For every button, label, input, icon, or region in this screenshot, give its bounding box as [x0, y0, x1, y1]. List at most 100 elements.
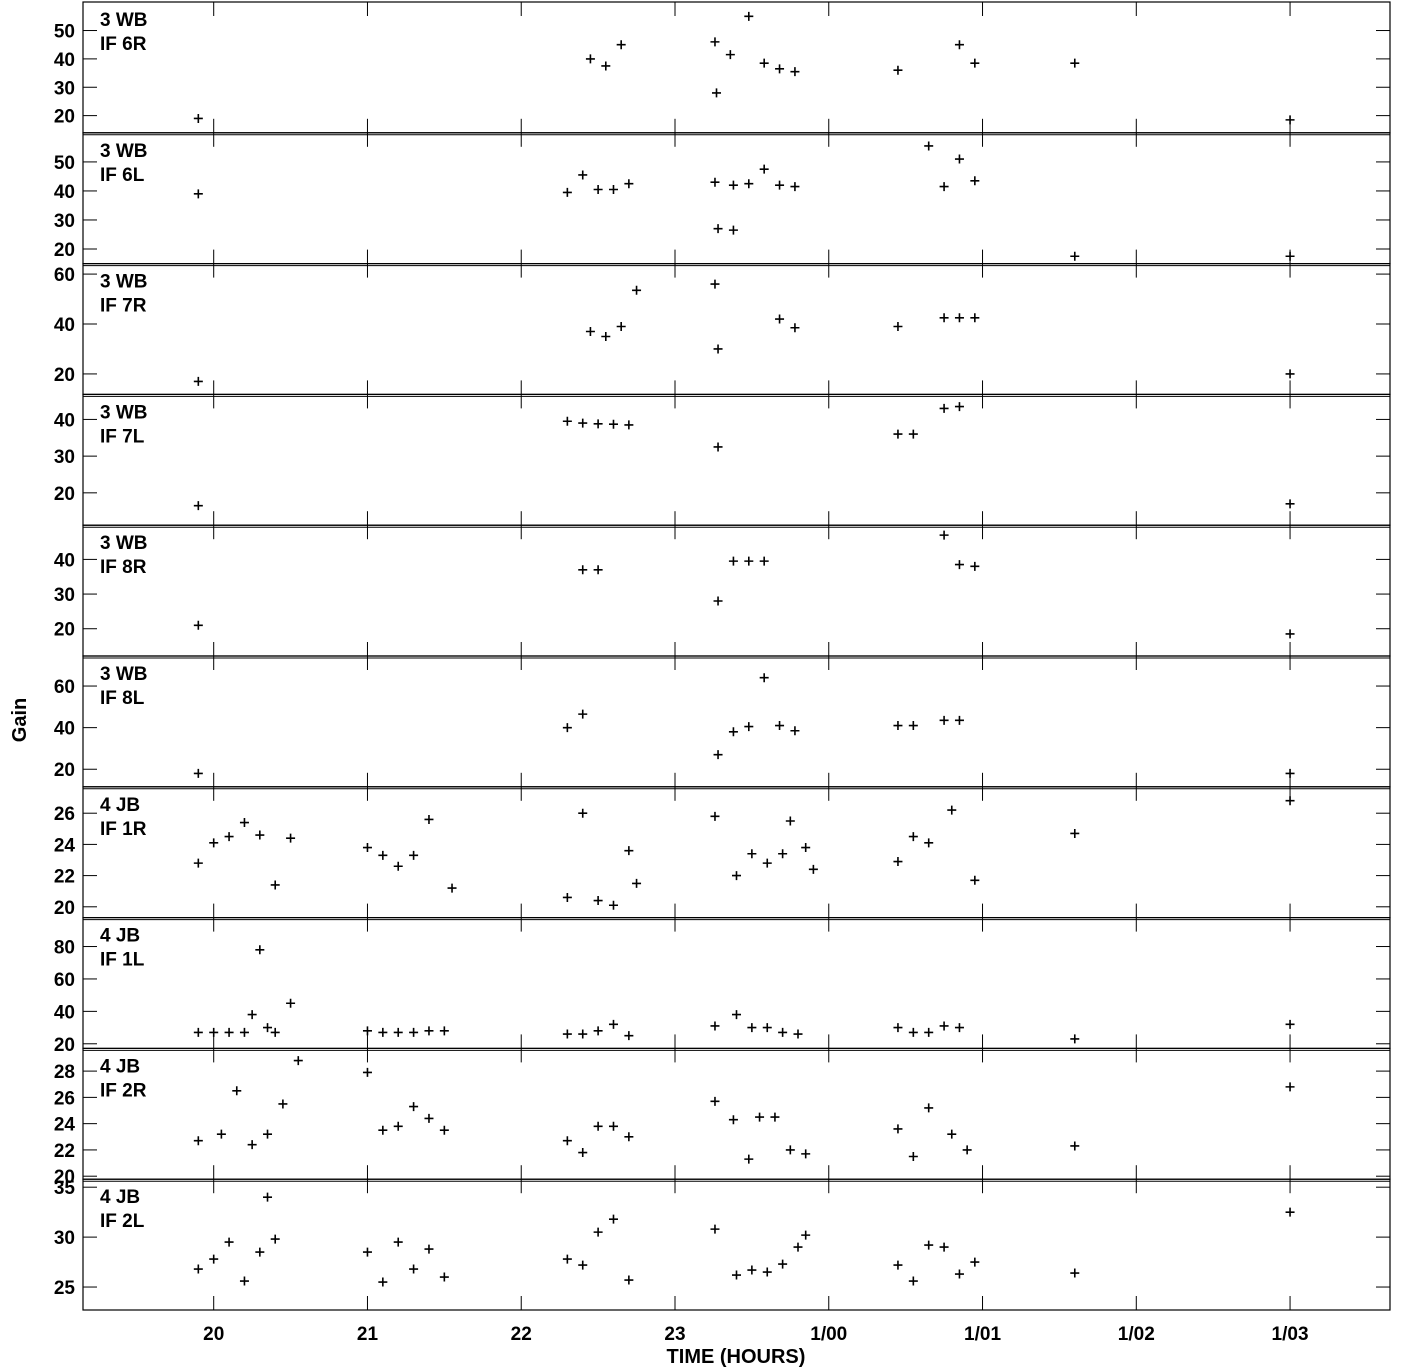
- data-point: [728, 180, 738, 190]
- data-point: [193, 501, 203, 511]
- data-point: [593, 1121, 603, 1131]
- data-point: [624, 1132, 634, 1142]
- data-point: [624, 420, 634, 430]
- panel-label-if: IF 1R: [100, 819, 147, 840]
- data-point: [1285, 369, 1295, 379]
- data-point: [744, 11, 754, 21]
- data-point: [770, 1112, 780, 1122]
- panel-label-station: 3 WB: [100, 272, 148, 293]
- y-tick-label: 60: [54, 677, 75, 698]
- data-point: [562, 416, 572, 426]
- data-point: [608, 184, 618, 194]
- data-point: [447, 883, 457, 893]
- data-point: [578, 808, 588, 818]
- data-point: [747, 1265, 757, 1275]
- data-point: [713, 596, 723, 606]
- data-point: [893, 429, 903, 439]
- data-point: [908, 832, 918, 842]
- data-point: [759, 556, 769, 566]
- data-point: [409, 850, 419, 860]
- panel-frame: [82, 1178, 1391, 1311]
- data-point: [247, 1010, 257, 1020]
- y-tick-label: 20: [54, 620, 75, 641]
- data-point: [209, 838, 219, 848]
- data-point: [908, 721, 918, 731]
- data-point: [939, 313, 949, 323]
- data-point: [1285, 1207, 1295, 1217]
- panel-label-station: 4 JB: [100, 795, 140, 816]
- data-point: [562, 892, 572, 902]
- y-tick-label: 30: [54, 585, 75, 606]
- panel-label-if: IF 7L: [100, 426, 145, 447]
- data-point: [924, 1240, 934, 1250]
- panel-label-station: 3 WB: [100, 10, 148, 31]
- data-point: [744, 179, 754, 189]
- y-tick-label: 20: [54, 484, 75, 505]
- data-point: [924, 1027, 934, 1037]
- data-point: [270, 880, 280, 890]
- data-point: [970, 58, 980, 68]
- data-point: [762, 858, 772, 868]
- data-point: [593, 896, 603, 906]
- data-point: [1285, 1082, 1295, 1092]
- data-point: [744, 1154, 754, 1164]
- data-point: [278, 1099, 288, 1109]
- data-point: [578, 709, 588, 719]
- y-tick-label: 24: [54, 1115, 76, 1136]
- data-point: [239, 818, 249, 828]
- data-point: [710, 1021, 720, 1031]
- x-tick-label: 1/03: [1272, 1324, 1309, 1345]
- data-point: [732, 1010, 741, 1020]
- data-point: [893, 1023, 903, 1033]
- data-point: [970, 561, 980, 571]
- data-point: [954, 402, 964, 412]
- y-tick-label: 60: [54, 970, 75, 991]
- data-point: [908, 1151, 918, 1161]
- x-axis: 20 21 22 23 1/00 1/01 1/02 1/03: [203, 1324, 1308, 1345]
- data-point: [578, 1029, 588, 1039]
- data-point: [608, 900, 618, 910]
- x-tick-label: 21: [357, 1324, 379, 1345]
- data-point: [578, 418, 588, 428]
- y-tick-label: 20: [54, 898, 75, 919]
- data-point: [759, 58, 769, 68]
- data-point: [954, 1023, 964, 1033]
- panel-label-if: IF 8L: [100, 688, 145, 709]
- panel-label-station: 3 WB: [100, 664, 148, 685]
- data-point: [562, 1254, 572, 1264]
- data-point: [578, 1260, 588, 1270]
- data-point: [775, 180, 785, 190]
- data-point: [255, 830, 265, 840]
- y-tick-label: 50: [54, 153, 75, 174]
- data-point: [808, 864, 818, 874]
- data-point: [293, 1056, 303, 1066]
- y-tick-label: 40: [54, 182, 75, 203]
- data-point: [255, 1247, 265, 1257]
- data-point: [424, 1244, 434, 1254]
- data-point: [1070, 1268, 1080, 1278]
- data-point: [593, 565, 603, 575]
- data-point: [562, 1136, 572, 1146]
- panel-9: 25 30 35 4 JB IF 2L: [54, 1178, 1391, 1311]
- data-point: [439, 1026, 449, 1036]
- y-tick-label: 26: [54, 804, 75, 825]
- data-point: [1070, 828, 1080, 838]
- data-point: [193, 858, 203, 868]
- data-point: [759, 673, 769, 683]
- data-point: [710, 177, 720, 187]
- data-point: [608, 1214, 618, 1224]
- data-point: [728, 225, 738, 235]
- data-point: [439, 1272, 449, 1282]
- data-point: [209, 1254, 219, 1264]
- panel-label-station: 4 JB: [100, 926, 140, 947]
- data-point: [713, 224, 723, 234]
- data-point: [908, 1027, 918, 1037]
- data-point: [632, 878, 642, 888]
- y-tick-label: 40: [54, 50, 75, 71]
- data-point: [593, 184, 603, 194]
- y-tick-label: 30: [54, 211, 75, 232]
- data-point: [775, 64, 785, 74]
- data-point: [1285, 499, 1295, 509]
- data-point: [893, 857, 903, 867]
